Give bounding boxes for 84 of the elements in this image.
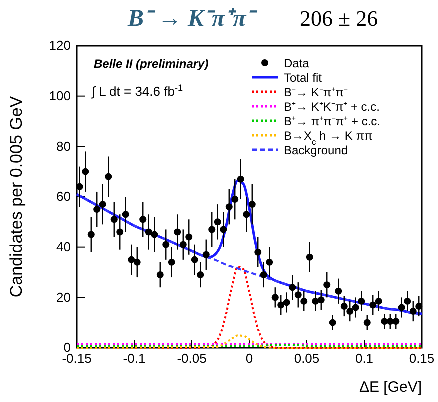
- point: [260, 272, 268, 279]
- point: [312, 298, 320, 305]
- point: [99, 201, 106, 208]
- point: [191, 256, 198, 264]
- annotation: Belle II (preliminary): [94, 57, 209, 71]
- point: [220, 226, 228, 234]
- point: [324, 282, 331, 289]
- legend-label: B⁺→ π⁺π⁻π⁺ + c.c.: [284, 114, 381, 128]
- point: [300, 298, 308, 305]
- legend-label: Data: [284, 56, 310, 70]
- point: [404, 298, 412, 305]
- x-axis-title: ΔE [GeV]: [359, 379, 422, 396]
- point: [346, 308, 354, 316]
- point: [352, 304, 360, 312]
- point: [254, 248, 262, 256]
- point: [278, 302, 285, 309]
- point: [272, 294, 279, 302]
- y-tick-label: 60: [56, 189, 71, 204]
- x-tick-label: -0.15: [62, 351, 92, 366]
- x-tick-label: 0.15: [409, 351, 435, 366]
- point: [156, 272, 164, 279]
- point: [237, 176, 244, 183]
- point: [335, 288, 342, 295]
- point: [116, 228, 124, 236]
- point: [248, 201, 256, 208]
- point: [232, 196, 239, 204]
- point: [398, 304, 406, 312]
- legend-label: Total fit: [284, 71, 323, 85]
- y-tick-label: 40: [56, 239, 71, 254]
- point: [364, 319, 371, 326]
- point: [145, 228, 152, 236]
- point: [140, 216, 147, 224]
- point: [151, 231, 158, 238]
- point: [174, 228, 182, 236]
- point: [283, 299, 290, 306]
- legend-label: B⁺→ K⁺K⁻π⁺ + c.c.: [284, 100, 380, 114]
- legend-label: B⁻→ K⁻π⁺π⁻: [284, 86, 348, 100]
- point: [134, 258, 141, 266]
- point: [329, 319, 336, 326]
- point: [410, 308, 417, 316]
- point: [381, 318, 388, 326]
- point: [208, 226, 216, 234]
- chart-subtitle: 206 ± 26: [300, 6, 378, 31]
- point: [94, 206, 101, 214]
- point: [294, 292, 302, 299]
- point: [110, 216, 118, 224]
- point: [180, 241, 187, 248]
- point: [202, 251, 210, 258]
- point: [340, 302, 348, 310]
- point: [122, 211, 130, 218]
- point: [318, 296, 325, 304]
- y-tick-label: 20: [56, 290, 71, 305]
- point: [128, 256, 136, 264]
- legend-label: B→X$_{c}$ h → K ππ: [284, 129, 373, 147]
- point: [266, 258, 274, 266]
- chart-title: B⁻ → K⁻π⁺π⁻: [127, 6, 258, 32]
- point: [370, 302, 377, 309]
- x-tick-label: 0: [246, 351, 254, 366]
- annotation: ∫ L dt = 34.6 fb$^{-1}$: [91, 83, 184, 99]
- point: [82, 168, 90, 176]
- point: [105, 173, 112, 180]
- point: [416, 302, 423, 310]
- point: [392, 318, 400, 326]
- point: [214, 218, 222, 226]
- y-tick-label: 80: [56, 138, 71, 154]
- point: [306, 254, 314, 261]
- point: [76, 183, 84, 190]
- x-tick-label: -0.05: [177, 351, 207, 366]
- point: [226, 204, 233, 211]
- point: [243, 211, 250, 218]
- point: [168, 258, 176, 266]
- point: [197, 272, 204, 279]
- point: [186, 234, 193, 241]
- point: [88, 231, 95, 238]
- point: [162, 241, 170, 248]
- x-tick-label: 0.1: [355, 351, 374, 366]
- x-tick-label: 0.05: [294, 351, 320, 366]
- point: [375, 298, 382, 305]
- point: [289, 284, 296, 292]
- x-tick-label: -0.1: [123, 351, 146, 366]
- y-tick-label: 100: [49, 88, 71, 104]
- y-axis-title: Candidates per 0.005 GeV: [7, 96, 26, 298]
- point: [358, 298, 366, 305]
- y-tick-label: 120: [49, 38, 71, 54]
